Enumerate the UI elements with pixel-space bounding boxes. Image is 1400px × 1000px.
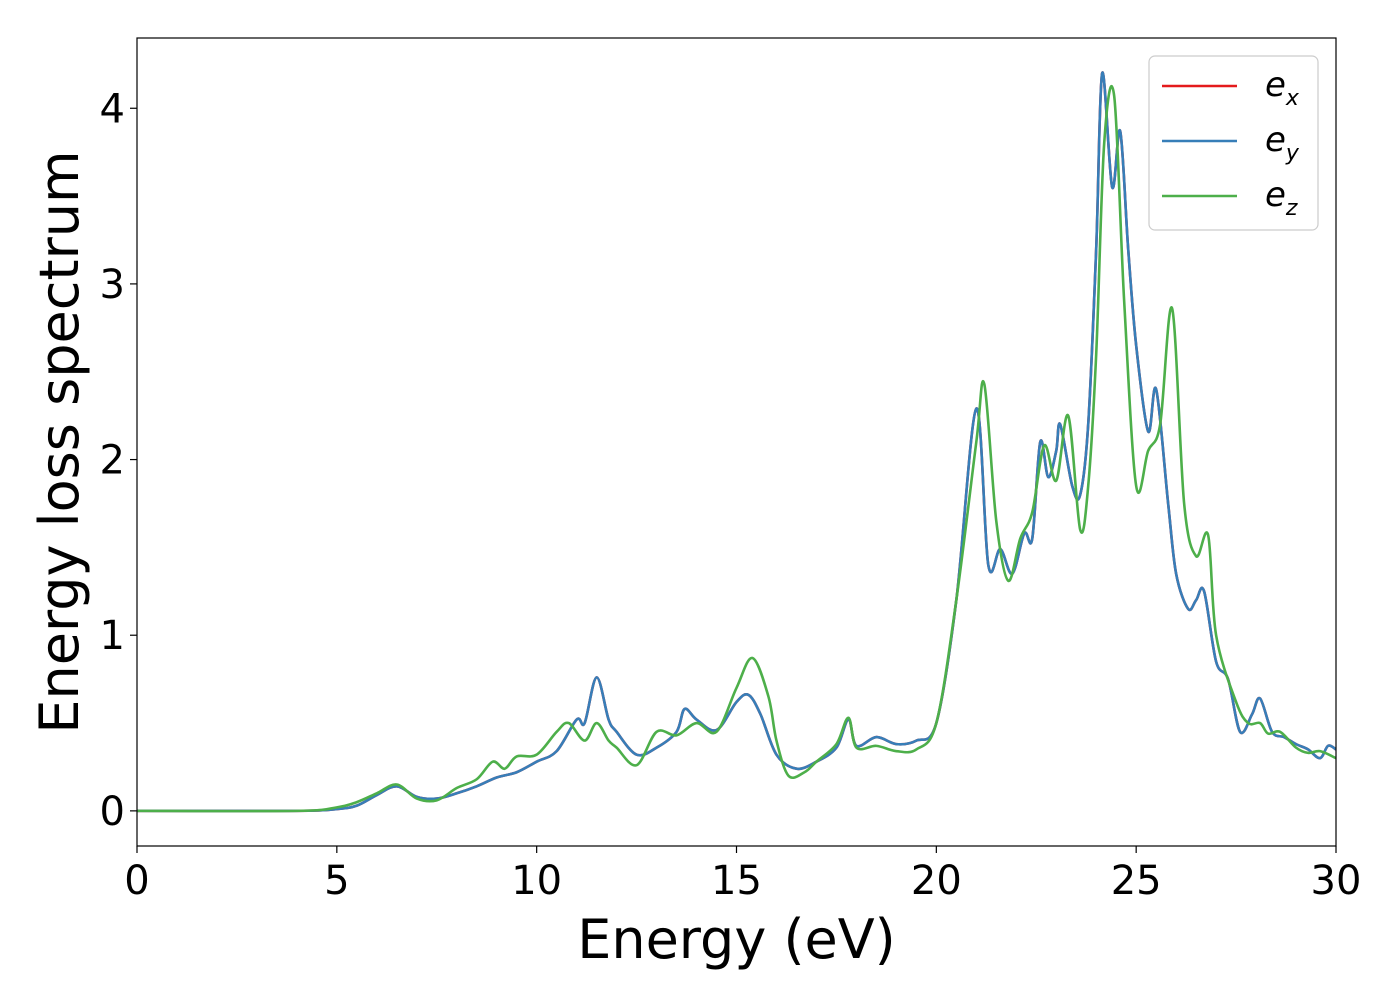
y-axis-title: Energy loss spectrum bbox=[28, 150, 91, 733]
y-tick-label: 0 bbox=[100, 789, 125, 835]
y-tick-label: 3 bbox=[100, 262, 125, 308]
legend-label-y: ey bbox=[1265, 120, 1300, 166]
x-tick-label: 15 bbox=[711, 858, 762, 904]
x-axis-title: Energy (eV) bbox=[577, 908, 896, 971]
x-tick-label: 25 bbox=[1111, 858, 1162, 904]
x-tick-label: 5 bbox=[324, 858, 349, 904]
y-tick-label: 2 bbox=[100, 438, 125, 484]
series-line-z bbox=[137, 84, 1336, 813]
x-tick-label: 30 bbox=[1311, 858, 1362, 904]
ticks-layer: 0 5 10 15 20 25 30 0 1 2 3 4 bbox=[100, 86, 1362, 904]
x-tick-label: 0 bbox=[124, 858, 149, 904]
x-tick-label: 20 bbox=[911, 858, 962, 904]
legend-label-z: ez bbox=[1265, 175, 1298, 221]
legend-label-x: ex bbox=[1265, 65, 1300, 111]
series-layer bbox=[137, 71, 1336, 813]
y-tick-label: 1 bbox=[100, 613, 125, 659]
y-tick-label: 4 bbox=[100, 86, 125, 132]
legend-box bbox=[1148, 55, 1319, 231]
x-tick-label: 10 bbox=[511, 858, 562, 904]
legend: ex ey ez bbox=[1148, 55, 1319, 231]
